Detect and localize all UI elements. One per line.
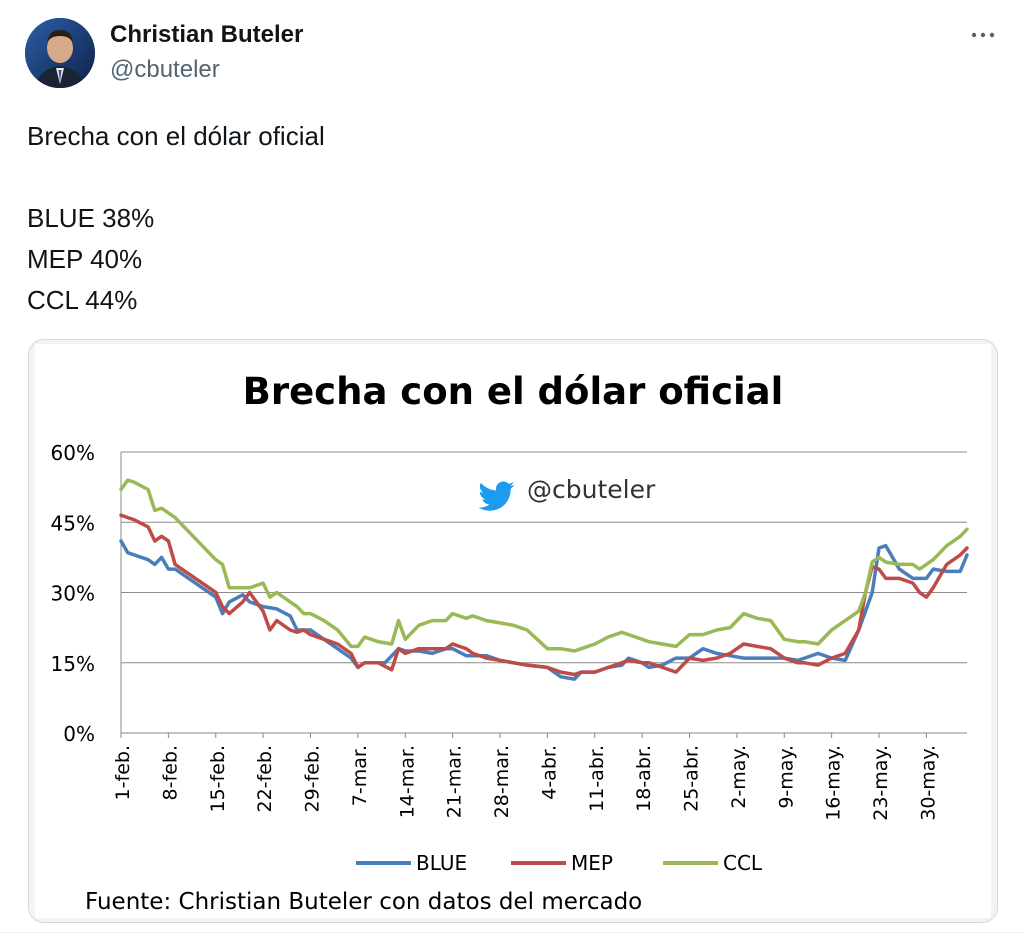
twitter-bird-icon [478, 481, 515, 511]
avatar[interactable] [25, 18, 95, 88]
x-axis-labels: 1-feb. 8-feb. 15-feb. 22-feb. 29-feb. 7-mar. 1… [112, 745, 939, 821]
author-handle[interactable]: @cbuteler [110, 56, 220, 83]
chart-area [35, 344, 991, 918]
more-icon[interactable] [968, 22, 998, 46]
divider [0, 932, 1024, 933]
watermark-handle: @cbuteler [527, 475, 656, 504]
series-line-ccl [119, 478, 969, 653]
x-tick-label: 18-abr. [633, 745, 655, 812]
x-tick-label: 8-feb. [159, 745, 181, 800]
x-tick-label: 9-may. [775, 745, 797, 809]
tweet-line: MEP 40% [27, 244, 143, 274]
author-name[interactable]: Christian Buteler [110, 21, 304, 48]
legend-label: MEP [571, 851, 613, 875]
x-tick-label: 23-may. [870, 745, 892, 821]
x-tick-label: 30-may. [917, 745, 939, 821]
legend-label: BLUE [416, 851, 467, 875]
x-tick-label: 7-mar. [349, 745, 371, 806]
chart-grid [120, 451, 967, 738]
x-tick-label: 11-abr. [586, 745, 608, 812]
y-tick-label: 15% [51, 652, 95, 676]
tweet-media-chart[interactable]: Brecha con el dólar oficial 0% 15% 30% 45% 6… [28, 339, 998, 923]
y-tick-label: 60% [51, 441, 95, 465]
x-tick-label: 16-may. [823, 745, 845, 821]
x-tick-label: 22-feb. [254, 745, 276, 813]
x-tick-label: 21-mar. [444, 745, 466, 818]
legend-label: CCL [723, 851, 763, 875]
x-tick-label: 2-may. [728, 745, 750, 809]
watermark: @cbuteler [478, 475, 656, 511]
x-tick-label: 4-abr. [538, 745, 560, 800]
x-tick-label: 28-mar. [491, 745, 513, 818]
y-tick-label: 30% [51, 582, 95, 606]
tweet-line: BLUE 38% [27, 203, 155, 233]
y-axis-labels: 0% 15% 30% 45% 60% [51, 441, 95, 746]
x-tick-label: 15-feb. [207, 745, 229, 813]
chart-series [119, 478, 969, 681]
x-tick-label: 1-feb. [112, 745, 134, 800]
chart: Brecha con el dólar oficial 0% 15% 30% 45% 6… [29, 340, 997, 922]
chart-title: Brecha con el dólar oficial [243, 370, 784, 413]
chart-source: Fuente: Christian Buteler con datos del … [85, 889, 642, 915]
y-tick-label: 0% [63, 722, 95, 746]
tweet-line [27, 157, 325, 198]
tweet-line: Brecha con el dólar oficial [27, 121, 325, 151]
y-tick-label: 45% [51, 511, 95, 535]
x-tick-label: 14-mar. [396, 745, 418, 818]
tweet-text: Brecha con el dólar oficial BLUE 38% MEP… [27, 116, 325, 321]
series-line-mep [119, 513, 969, 677]
tweet-line: CCL 44% [27, 285, 138, 315]
legend: BLUE MEP CCL [356, 851, 763, 875]
x-tick-label: 29-feb. [302, 745, 324, 813]
x-tick-label: 25-abr. [681, 745, 703, 812]
